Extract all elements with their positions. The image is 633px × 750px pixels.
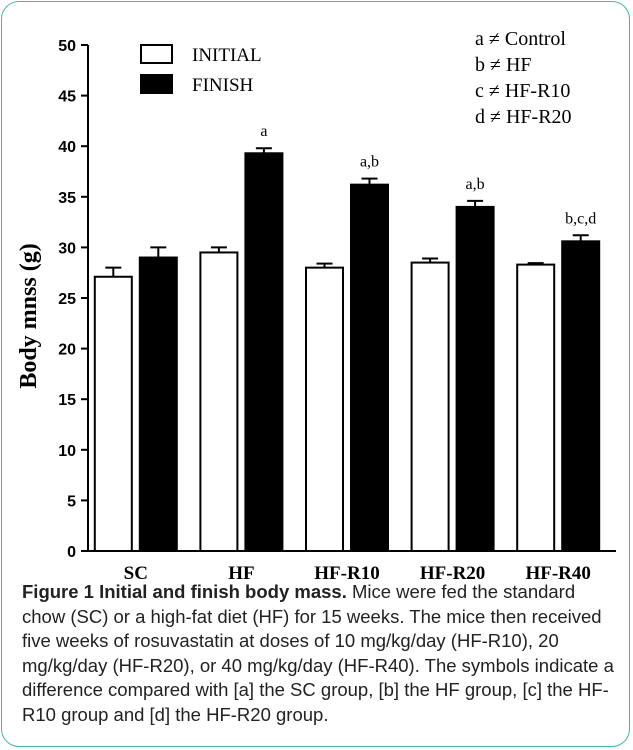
bar-finish	[350, 183, 389, 552]
bar-chart: 0 5 10 15 20 25 30 35 40 45 50 SC HF HF-R10 HF-R20 HF-R…	[16, 28, 616, 580]
y-tick-label: 5	[67, 493, 76, 510]
legend-label-initial: INITIAL	[192, 45, 262, 66]
key-entry: a ≠ Control	[475, 28, 566, 50]
bar-initial	[199, 251, 239, 553]
x-tick-label: HF-R20	[420, 563, 485, 580]
significance-label: b,c,d	[565, 210, 596, 227]
significance-label: a	[260, 123, 267, 140]
significance-label: a,b	[466, 176, 485, 193]
x-tick-label: HF	[228, 563, 254, 580]
bar-finish	[561, 240, 601, 552]
bar-finish	[455, 205, 495, 552]
legend-swatch-finish	[140, 74, 173, 94]
bar-finish	[138, 256, 178, 552]
y-tick-label: 20	[58, 342, 76, 359]
bar-initial	[410, 261, 450, 552]
y-axis-label: Body mnss (g)	[16, 243, 42, 388]
y-tick-label: 35	[58, 190, 76, 207]
significance-label: a,b	[360, 154, 379, 171]
key-entry: b ≠ HF	[475, 54, 532, 76]
caption-text: Mice were fed the standard chow (SC) or …	[22, 581, 614, 725]
bar-initial	[93, 275, 133, 552]
figure-caption: Figure 1 Initial and finish body mass. M…	[22, 580, 617, 728]
caption-title: Figure 1 Initial and finish body mass.	[22, 581, 347, 602]
bar-initial	[305, 266, 344, 552]
legend-swatch-initial	[140, 44, 173, 64]
y-tick-label: 30	[58, 240, 76, 257]
x-tick-label: SC	[124, 563, 148, 580]
key-entry: d ≠ HF-R20	[475, 106, 572, 128]
key-entry: c ≠ HF-R10	[475, 80, 570, 102]
y-tick-label: 25	[58, 291, 76, 308]
y-tick-label: 40	[58, 139, 76, 156]
y-tick-label: 10	[58, 443, 76, 460]
y-tick-label: 0	[67, 544, 76, 561]
bar-finish	[244, 152, 284, 552]
bar-initial	[516, 263, 556, 552]
y-tick-label: 15	[58, 392, 76, 409]
x-tick-label: HF-R10	[314, 563, 379, 580]
y-tick-label: 50	[58, 38, 76, 55]
legend-label-finish: FINISH	[192, 75, 254, 96]
x-tick-label: HF-R40	[525, 563, 590, 580]
y-tick-label: 45	[58, 89, 76, 106]
